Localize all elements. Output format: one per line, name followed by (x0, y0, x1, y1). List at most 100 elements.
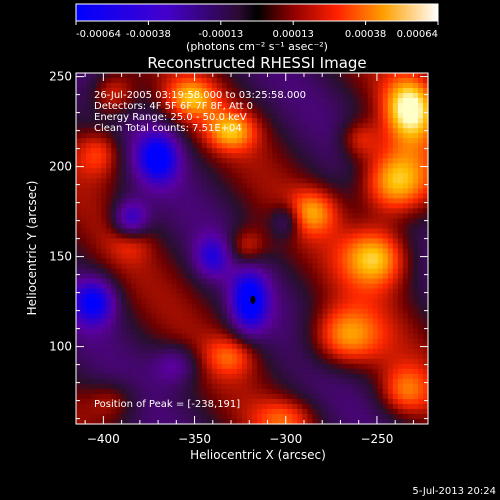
heatmap-cell (76, 248, 82, 255)
heatmap-cell (377, 173, 384, 179)
heatmap-cell (332, 303, 339, 310)
heatmap-cell (312, 298, 318, 305)
heatmap-cell (211, 338, 218, 345)
heatmap-cell (342, 78, 349, 84)
heatmap-cell (191, 123, 198, 129)
heatmap-cell (402, 283, 409, 290)
heatmap-cell (156, 113, 163, 119)
heatmap-cell (171, 323, 178, 330)
heatmap-cell (317, 133, 323, 139)
heatmap-cell (126, 388, 132, 395)
heatmap-cell (422, 393, 429, 400)
heatmap-cell (211, 263, 218, 270)
heatmap-cell (302, 288, 308, 295)
heatmap-cell (347, 393, 354, 400)
heatmap-cell (347, 288, 354, 295)
heatmap-cell (397, 228, 404, 235)
heatmap-cell (377, 118, 384, 124)
heatmap-cell (412, 288, 419, 295)
heatmap-cell (407, 258, 414, 265)
heatmap-cell (292, 158, 298, 164)
heatmap-cell (337, 108, 344, 114)
heatmap-cell (231, 108, 238, 114)
heatmap-cell (272, 318, 278, 325)
heatmap-cell (106, 123, 112, 129)
heatmap-cell (252, 223, 258, 230)
heatmap-cell (191, 353, 198, 360)
heatmap-cell (231, 313, 238, 320)
heatmap-cell (151, 218, 158, 225)
heatmap-cell (357, 263, 364, 270)
heatmap-cell (272, 258, 278, 265)
heatmap-cell (252, 318, 258, 325)
heatmap-cell (377, 383, 384, 390)
heatmap-cell (272, 183, 278, 189)
heatmap-cell (392, 338, 399, 345)
heatmap-cell (221, 223, 228, 230)
heatmap-cell (186, 148, 193, 154)
heatmap-cell (176, 283, 183, 290)
heatmap-cell (322, 393, 329, 400)
heatmap-cell (111, 343, 117, 350)
heatmap-cell (156, 83, 163, 89)
heatmap-cell (337, 88, 344, 94)
heatmap-cell (327, 318, 334, 325)
heatmap-cell (121, 88, 127, 94)
heatmap-cell (176, 303, 183, 310)
heatmap-cell (347, 118, 354, 124)
heatmap-cell (347, 308, 354, 315)
heatmap-cell (181, 298, 188, 305)
heatmap-cell (221, 153, 228, 159)
heatmap-cell (257, 253, 263, 260)
heatmap-cell (91, 108, 97, 114)
heatmap-cell (246, 193, 253, 199)
heatmap-cell (161, 238, 168, 245)
heatmap-cell (402, 323, 409, 330)
heatmap-cell (136, 88, 142, 94)
heatmap-cell (387, 83, 394, 89)
heatmap-cell (357, 413, 364, 420)
heatmap-cell (417, 378, 424, 385)
heatmap-cell (262, 313, 268, 320)
heatmap-cell (347, 318, 354, 325)
heatmap-cell (337, 368, 344, 375)
heatmap-cell (201, 193, 208, 199)
heatmap-cell (76, 158, 82, 164)
heatmap-cell (332, 73, 339, 79)
heatmap-cell (302, 338, 308, 345)
heatmap-cell (282, 278, 288, 285)
heatmap-cell (141, 198, 147, 204)
heatmap-cell (327, 128, 334, 134)
heatmap-cell (292, 88, 298, 94)
heatmap-cell (342, 378, 349, 385)
heatmap-cell (206, 83, 213, 89)
heatmap-cell (116, 403, 122, 410)
heatmap-cell (412, 158, 419, 164)
heatmap-cell (196, 133, 203, 139)
heatmap-cell (201, 148, 208, 154)
heatmap-cell (86, 133, 92, 139)
heatmap-cell (191, 233, 198, 240)
heatmap-cell (412, 188, 419, 194)
heatmap-cell (86, 368, 92, 375)
heatmap-cell (231, 373, 238, 380)
heatmap-cell (201, 228, 208, 235)
heatmap-cell (267, 418, 273, 425)
heatmap-cell (392, 403, 399, 410)
heatmap-cell (312, 363, 318, 370)
heatmap-cell (111, 273, 117, 280)
heatmap-cell (131, 288, 137, 295)
heatmap-cell (352, 103, 359, 109)
heatmap-cell (337, 328, 344, 335)
heatmap-cell (241, 288, 248, 295)
heatmap-cell (277, 348, 283, 355)
heatmap-cell (257, 273, 263, 280)
heatmap-cell (387, 118, 394, 124)
heatmap-cell (272, 173, 278, 179)
heatmap-cell (382, 288, 389, 295)
heatmap-cell (302, 303, 308, 310)
heatmap-cell (377, 408, 384, 415)
heatmap-cell (181, 403, 188, 410)
heatmap-cell (357, 253, 364, 260)
heatmap-cell (267, 263, 273, 270)
